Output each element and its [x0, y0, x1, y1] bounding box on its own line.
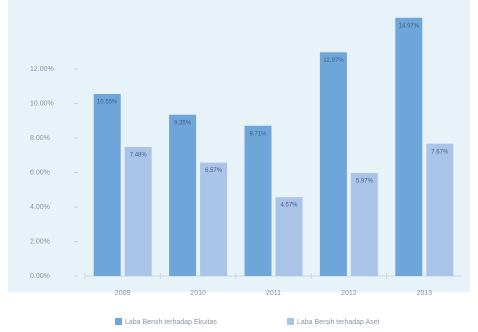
value-label: 4.57%: [280, 203, 298, 209]
value-label: 7.67%: [431, 149, 449, 155]
value-label: 9.35%: [174, 120, 192, 126]
plot-background: [8, 0, 470, 292]
bar: [244, 125, 272, 276]
value-label: 8.71%: [249, 131, 267, 137]
bar: [350, 173, 378, 276]
bar: [395, 17, 423, 277]
y-tick-label: 8.00%: [30, 135, 50, 142]
x-tick-label: 2011: [266, 290, 281, 297]
value-label: 14.97%: [399, 23, 420, 29]
value-label: 10.55%: [97, 100, 118, 106]
value-label: 12.97%: [323, 58, 344, 64]
bar: [93, 94, 121, 276]
x-tick-label: 2013: [417, 290, 433, 297]
x-tick-label: 2009: [115, 290, 131, 297]
y-tick-label: 12.00%: [30, 66, 54, 73]
bar: [200, 162, 228, 276]
bar: [275, 197, 303, 276]
y-tick-label: 10.00%: [30, 100, 54, 107]
y-tick-label: 2.00%: [30, 238, 50, 245]
bar: [319, 52, 347, 276]
value-label: 6.57%: [205, 168, 223, 174]
legend-swatch: [287, 318, 294, 325]
legend-label: Laba Bersih terhadap Ekuitas: [125, 319, 217, 326]
y-tick-label: 6.00%: [30, 169, 50, 176]
value-label: 5.97%: [356, 179, 374, 185]
y-tick-label: 4.00%: [30, 204, 50, 211]
x-tick-label: 2012: [341, 290, 357, 297]
bar: [169, 114, 197, 277]
bar: [426, 143, 454, 276]
value-label: 7.48%: [130, 153, 148, 159]
y-tick-label: 0.00%: [30, 273, 50, 280]
x-tick-label: 2010: [190, 290, 206, 297]
legend-label: Laba Bersih terhadap Aset: [297, 319, 380, 326]
legend-swatch: [115, 318, 122, 325]
bar: [124, 146, 152, 276]
